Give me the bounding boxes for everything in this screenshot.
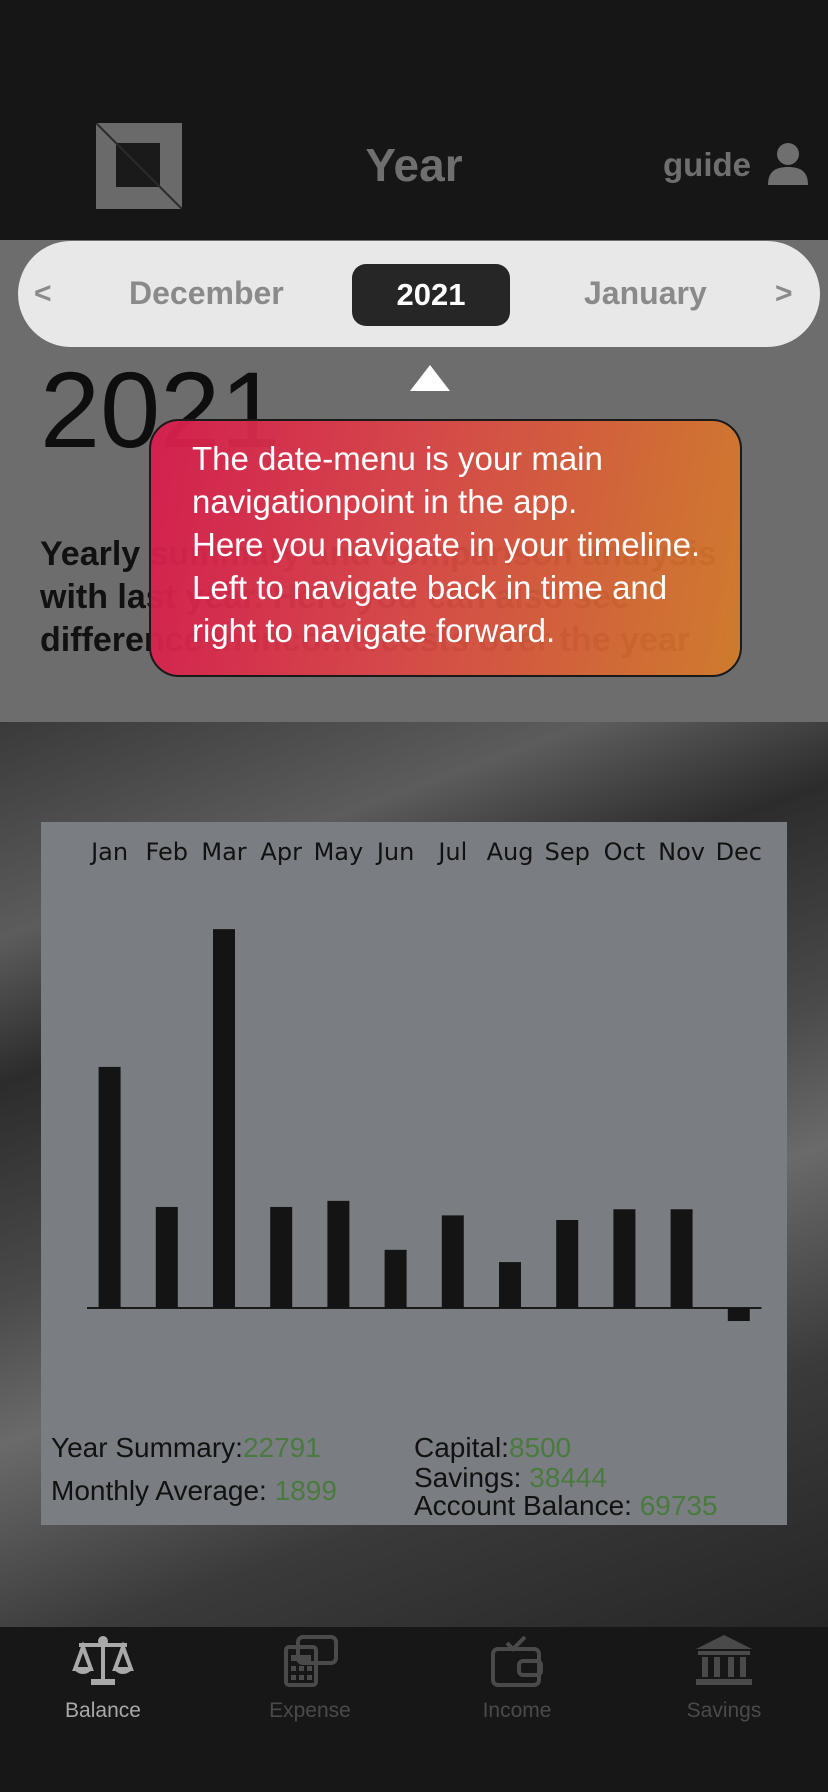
bar-aug <box>499 1262 521 1308</box>
x-tick-label: Feb <box>146 838 189 866</box>
bank-icon <box>692 1633 756 1689</box>
x-tick-label: Nov <box>658 838 705 866</box>
monthly-average-label: Monthly Average: <box>51 1475 267 1506</box>
date-current-year[interactable]: 2021 <box>352 264 510 326</box>
guide-button[interactable]: guide <box>663 146 751 184</box>
user-icon[interactable] <box>766 141 810 185</box>
tooltip-line: navigationpoint in the app. <box>192 480 752 523</box>
nav-item-income[interactable]: Income <box>437 1633 597 1723</box>
bar-dec <box>728 1308 750 1321</box>
x-tick-label: Mar <box>201 838 246 866</box>
bar-apr <box>270 1207 292 1308</box>
bar-feb <box>156 1207 178 1308</box>
bar-nov <box>671 1209 693 1308</box>
x-tick-label: Oct <box>604 838 646 866</box>
nav-label-savings: Savings <box>644 1699 804 1723</box>
scale-icon <box>71 1633 135 1689</box>
bar-oct <box>613 1209 635 1308</box>
savings-value: 38444 <box>529 1462 607 1493</box>
page-title: Year <box>314 138 514 192</box>
nav-label-income: Income <box>437 1699 597 1723</box>
nav-item-balance[interactable]: Balance <box>23 1633 183 1723</box>
guide-tooltip-text: The date-menu is your main navigationpoi… <box>192 437 752 652</box>
account-balance-label: Account Balance: <box>414 1490 632 1521</box>
bar-jun <box>385 1250 407 1308</box>
x-tick-label: Jul <box>436 838 467 866</box>
bar-jul <box>442 1215 464 1308</box>
monthly-bar-chart: Jan Feb Mar Apr May Jun Jul Aug Sep Oct Nov Dec <box>41 822 787 1322</box>
year-summary-value: 22791 <box>243 1432 321 1463</box>
tooltip-pointer-icon <box>410 365 450 391</box>
bar-sep <box>556 1220 578 1308</box>
year-summary: Year Summary:22791 <box>51 1432 321 1464</box>
year-summary-label: Year Summary: <box>51 1432 243 1463</box>
nav-item-expense[interactable]: Expense <box>230 1633 390 1723</box>
tooltip-line: Left to navigate back in time and <box>192 566 752 609</box>
x-tick-label: Dec <box>716 838 762 866</box>
bar-may <box>327 1201 349 1308</box>
capital-value: 8500 <box>509 1432 571 1463</box>
x-tick-label: Aug <box>487 838 534 866</box>
bar-mar <box>213 929 235 1308</box>
savings-label: Savings: <box>414 1462 521 1493</box>
nav-item-savings[interactable]: Savings <box>644 1633 804 1723</box>
monthly-average: Monthly Average: 1899 <box>51 1475 337 1507</box>
x-tick-label: Jun <box>375 838 415 866</box>
x-tick-label: May <box>314 838 364 866</box>
x-tick-label: Jan <box>89 838 128 866</box>
tooltip-line: The date-menu is your main <box>192 437 752 480</box>
x-tick-label: Apr <box>260 838 302 866</box>
x-tick-label: Sep <box>545 838 590 866</box>
bar-jan <box>99 1067 121 1308</box>
wallet-check-icon <box>485 1633 549 1689</box>
monthly-average-value: 1899 <box>275 1475 337 1506</box>
date-prev-arrow[interactable]: < <box>34 277 52 311</box>
account-balance-value: 69735 <box>640 1490 718 1521</box>
date-prev-month[interactable]: December <box>129 275 284 312</box>
capital-label: Capital: <box>414 1432 509 1463</box>
tooltip-line: right to navigate forward. <box>192 609 752 652</box>
square-logo-icon <box>96 123 182 209</box>
date-next-arrow[interactable]: > <box>775 277 793 311</box>
calculator-wallet-icon <box>278 1633 342 1689</box>
nav-label-balance: Balance <box>23 1699 183 1723</box>
capital: Capital:8500 <box>414 1432 571 1464</box>
tooltip-line: Here you navigate in your timeline. <box>192 523 752 566</box>
nav-label-expense: Expense <box>230 1699 390 1723</box>
account-balance: Account Balance: 69735 <box>414 1490 718 1522</box>
date-next-month[interactable]: January <box>584 275 707 312</box>
